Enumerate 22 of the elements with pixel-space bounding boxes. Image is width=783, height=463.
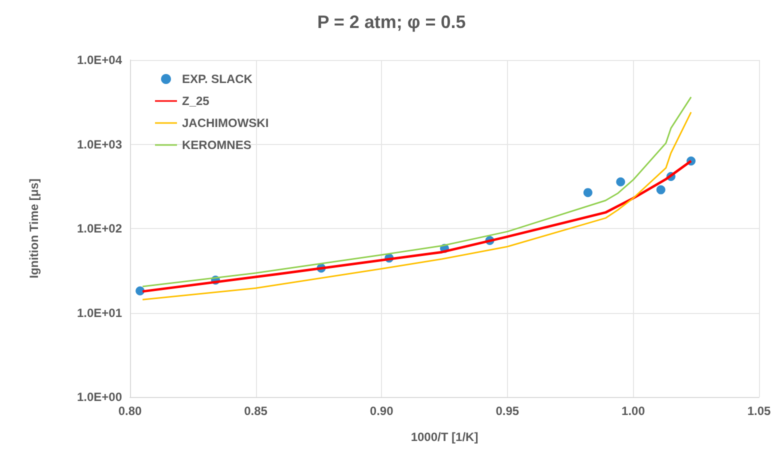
y-tick-label: 1.0E+03 bbox=[76, 137, 122, 152]
x-tick-label: 0.90 bbox=[370, 404, 394, 418]
legend-label: Z_25 bbox=[182, 94, 210, 108]
y-tick-label: 1.0E+02 bbox=[76, 222, 122, 236]
y-axis-title: Ignition Time [μs] bbox=[27, 178, 41, 278]
point bbox=[583, 188, 592, 198]
x-tick-label: 0.95 bbox=[496, 404, 520, 418]
x-tick-label: 0.80 bbox=[118, 404, 142, 418]
point bbox=[616, 177, 626, 186]
point bbox=[656, 185, 666, 194]
legend-label: EXP. SLACK bbox=[182, 72, 253, 86]
legend-label: JACHIMOWSKI bbox=[182, 116, 269, 130]
legend-label: KEROMNES bbox=[182, 138, 252, 152]
x-tick-label: 1.00 bbox=[622, 404, 646, 418]
y-tick-label: 1.0E+01 bbox=[76, 306, 122, 320]
x-axis-title: 1000/T [1/K] bbox=[410, 430, 478, 444]
x-tick-label: 1.05 bbox=[747, 404, 771, 418]
point bbox=[136, 286, 145, 296]
y-tick-label: 1.0E+04 bbox=[76, 53, 122, 67]
y-tick-label: 1.0E+00 bbox=[76, 390, 122, 404]
x-tick-label: 0.85 bbox=[244, 404, 268, 418]
chart-title: P = 2 atm; φ = 0.5 bbox=[317, 12, 466, 32]
